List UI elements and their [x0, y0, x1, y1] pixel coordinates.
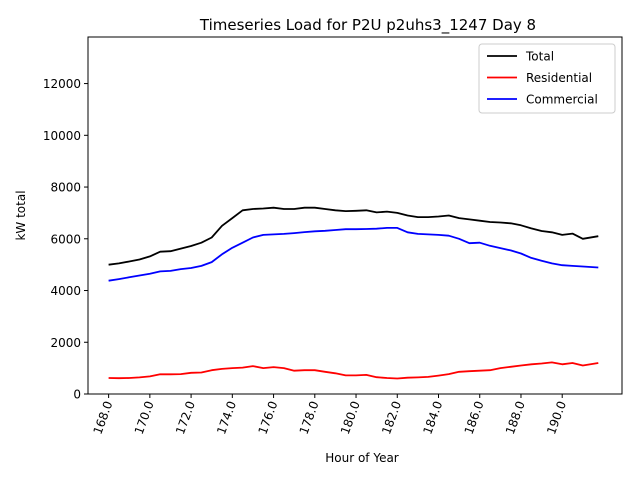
y-axis-label: kW total	[14, 190, 28, 240]
y-tick-label: 8000	[50, 181, 81, 195]
x-axis-label: Hour of Year	[325, 451, 399, 465]
y-tick-label: 4000	[50, 284, 81, 298]
y-tick-label: 0	[73, 388, 81, 402]
y-tick-label: 10000	[43, 129, 81, 143]
y-tick-label: 2000	[50, 336, 81, 350]
legend-label-commercial: Commercial	[526, 93, 598, 107]
chart-title: Timeseries Load for P2U p2uhs3_1247 Day …	[199, 16, 536, 35]
line-chart: Timeseries Load for P2U p2uhs3_1247 Day …	[0, 0, 640, 480]
legend-label-residential: Residential	[526, 71, 592, 85]
legend-label-total: Total	[525, 50, 554, 64]
y-tick-label: 12000	[43, 77, 81, 91]
y-tick-label: 6000	[50, 232, 81, 246]
legend: Total Residential Commercial	[479, 44, 615, 113]
